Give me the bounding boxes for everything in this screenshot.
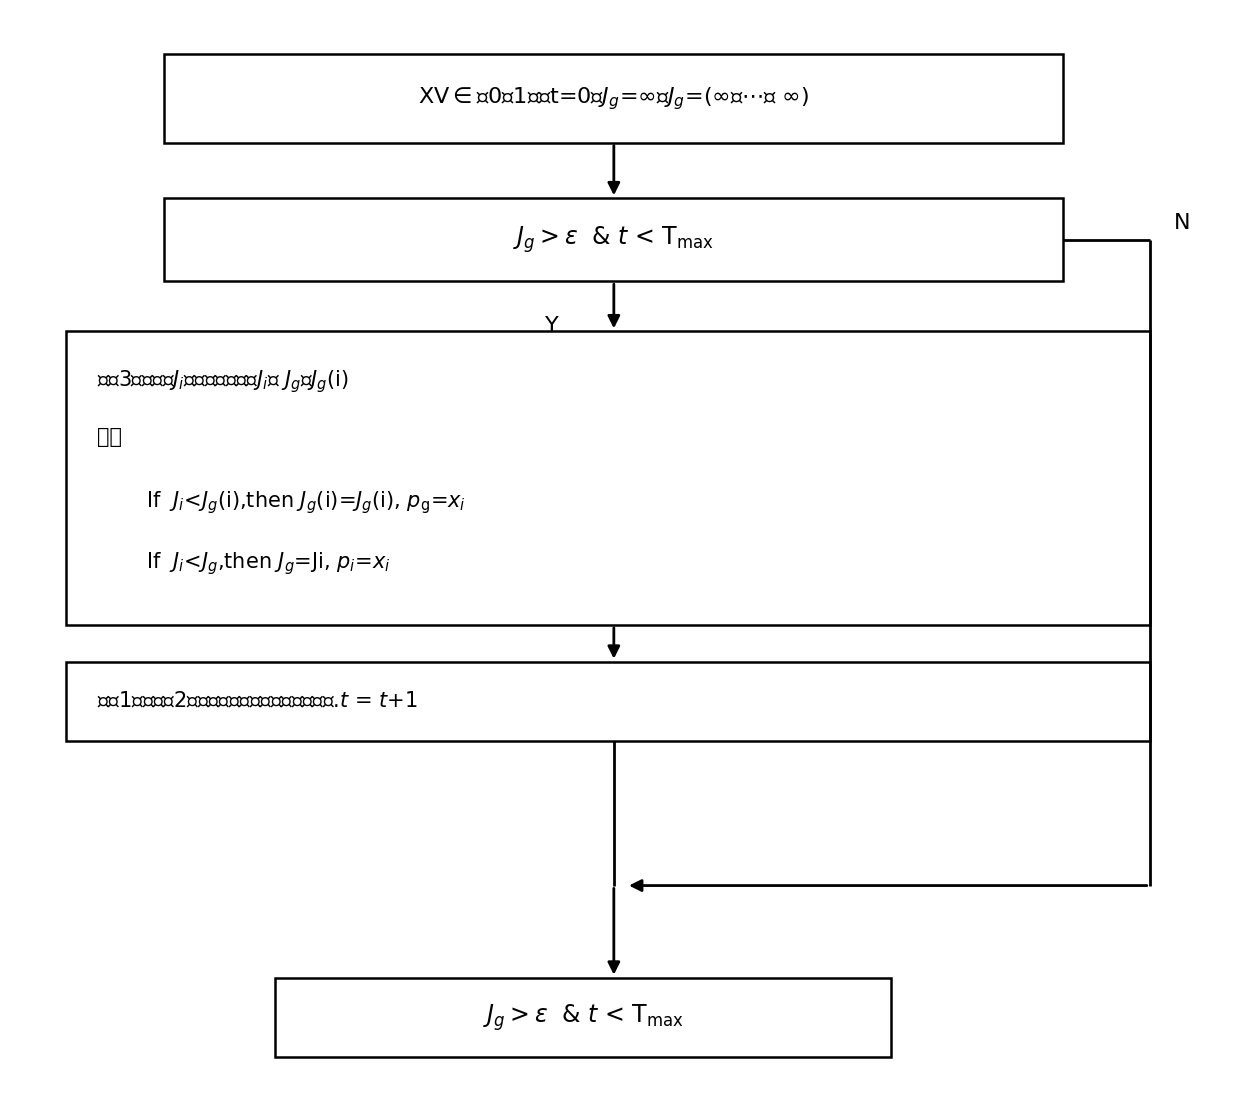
Text: Y: Y bbox=[546, 316, 559, 336]
Text: $J_g$$>\varepsilon$  & $t$ < T$_{\rm max}$: $J_g$$>\varepsilon$ & $t$ < T$_{\rm max}… bbox=[513, 225, 714, 255]
Text: If  $J_i$<$J_g$(i),then $J_g$(i)=$J_g$(i), $p_{\rm g}$=$x_i$: If $J_i$<$J_g$(i),then $J_g$(i)=$J_g$(i)… bbox=[146, 489, 466, 516]
Text: 按（3）式计算$J_i$，比较各个粒子$J_i$、 $J_g$、$J_g$(i): 按（3）式计算$J_i$，比较各个粒子$J_i$、 $J_g$、$J_g$(i) bbox=[97, 367, 348, 394]
Text: XV$\in$（0，1）；t=0，$J_g$=$\infty$，$J_g$=($\infty$，$\cdots$， $\infty$): XV$\in$（0，1）；t=0，$J_g$=$\infty$，$J_g$=($… bbox=[418, 85, 810, 112]
Text: $J_g$$>\varepsilon$  & $t$ < T$_{\rm max}$: $J_g$$>\varepsilon$ & $t$ < T$_{\rm max}… bbox=[482, 1002, 683, 1033]
FancyBboxPatch shape bbox=[66, 332, 1149, 626]
Text: 按（1）式和（2）式更新各个粒子的位置和速度.$t$ = $t$+1: 按（1）式和（2）式更新各个粒子的位置和速度.$t$ = $t$+1 bbox=[97, 691, 417, 712]
FancyBboxPatch shape bbox=[275, 977, 892, 1058]
Text: 大小: 大小 bbox=[97, 427, 122, 447]
Text: N: N bbox=[1174, 213, 1190, 233]
Text: If  $J_i$<$J_g$,then $J_g$=Ji, $p_i$=$x_i$: If $J_i$<$J_g$,then $J_g$=Ji, $p_i$=$x_i… bbox=[146, 551, 391, 577]
FancyBboxPatch shape bbox=[66, 661, 1149, 742]
FancyBboxPatch shape bbox=[164, 198, 1064, 281]
FancyBboxPatch shape bbox=[164, 54, 1064, 143]
